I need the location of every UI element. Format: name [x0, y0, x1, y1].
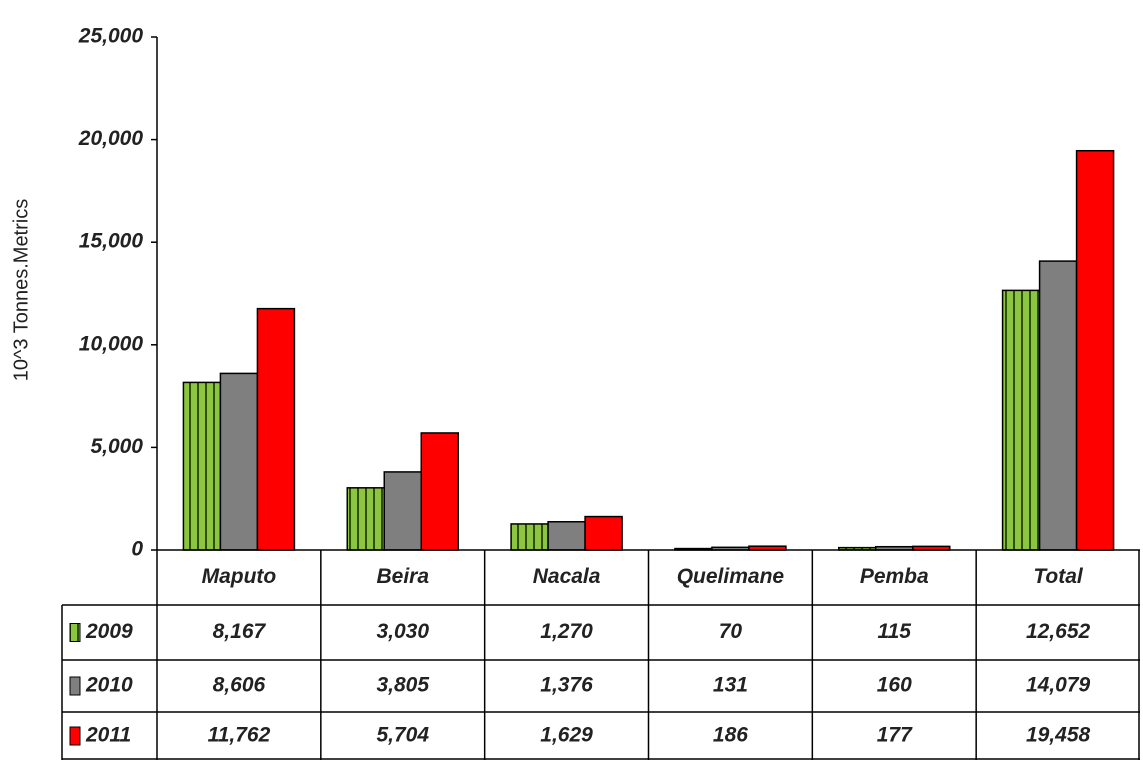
- table-value: 1,376: [540, 674, 593, 697]
- y-tick-label: 5,000: [90, 435, 143, 458]
- y-tick-label: 0: [131, 538, 143, 561]
- table-value: 115: [878, 620, 912, 643]
- bar: [1075, 149, 1115, 551]
- bar: [256, 307, 296, 551]
- table-value: 19,458: [1026, 724, 1091, 747]
- bar: [1001, 289, 1041, 551]
- table-value: 5,704: [376, 724, 429, 747]
- table-value: 1,270: [540, 620, 593, 643]
- bar: [346, 487, 385, 551]
- table-value: 70: [719, 620, 743, 643]
- y-tick-label: 25,000: [78, 25, 144, 48]
- bar: [547, 521, 586, 551]
- bar: [510, 523, 549, 551]
- legend-label: 2009: [85, 620, 133, 643]
- table-value: 12,652: [1026, 620, 1091, 643]
- category-label: Pemba: [860, 565, 929, 588]
- category-label: Total: [1033, 565, 1084, 588]
- table-value: 1,629: [540, 724, 593, 747]
- y-tick-label: 10,000: [79, 332, 144, 355]
- bar: [1038, 260, 1078, 551]
- category-label: Quelimane: [677, 565, 785, 588]
- bar: [182, 381, 222, 551]
- y-tick-label: 20,000: [78, 127, 144, 150]
- category-label: Nacala: [533, 565, 601, 588]
- table-value: 8,167: [213, 620, 267, 643]
- table-value: 131: [713, 674, 748, 697]
- table-value: 14,079: [1026, 674, 1091, 697]
- bar: [383, 471, 422, 551]
- table-value: 3,805: [376, 674, 429, 697]
- legend-key: [69, 623, 81, 642]
- category-label: Beira: [376, 565, 429, 588]
- bar: [584, 515, 623, 551]
- table-value: 8,606: [213, 674, 266, 697]
- y-tick-label: 15,000: [79, 230, 144, 253]
- bar: [420, 432, 459, 551]
- legend-label: 2011: [85, 724, 131, 747]
- legend-key: [69, 676, 81, 696]
- table-value: 177: [877, 724, 913, 747]
- table-value: 160: [877, 674, 912, 697]
- table-value: 11,762: [208, 724, 271, 747]
- bar: [219, 372, 259, 551]
- table-value: 3,030: [376, 620, 429, 643]
- y-axis-label: 10^3 Tonnes.Metrics: [10, 199, 32, 381]
- legend-key: [69, 726, 81, 746]
- legend-label: 2010: [85, 674, 133, 697]
- table-value: 186: [713, 724, 748, 747]
- category-label: Maputo: [202, 565, 277, 588]
